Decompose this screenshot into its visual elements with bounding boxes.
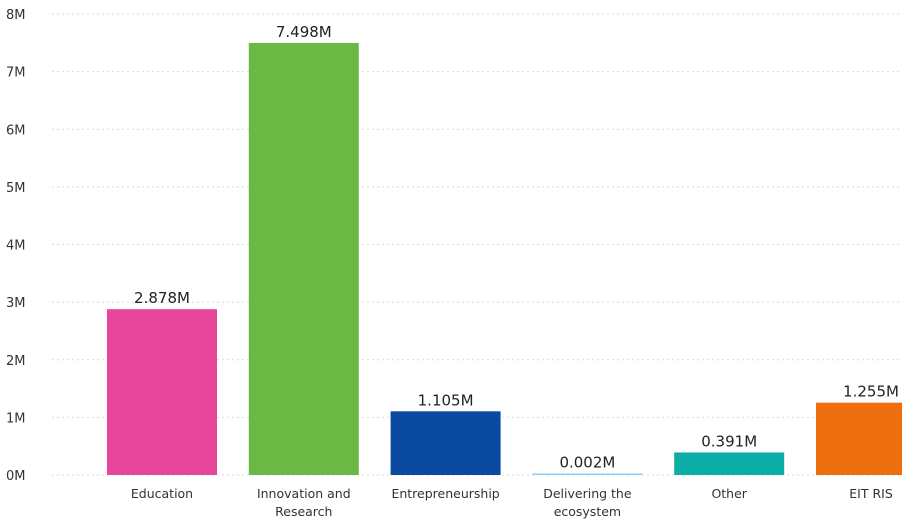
data-label: 0.002M [559,454,615,472]
y-axis-ticks: 0M 1M 2M 3M 4M 5M 6M 7M 8M [6,8,26,484]
bar [107,309,217,475]
category-label: Delivering the [543,486,632,501]
category-label: Education [131,486,193,501]
bar [249,43,359,475]
bar [816,403,902,475]
y-tick-label: 2M [6,354,26,369]
data-label: 1.105M [418,391,474,409]
bars [107,43,902,475]
category-label: Entrepreneurship [391,486,499,501]
category-label: ecosystem [554,504,621,519]
data-label: 2.878M [134,289,190,307]
y-tick-label: 4M [6,239,26,254]
category-label: Innovation and [257,486,351,501]
data-label: 1.255M [843,383,899,401]
y-tick-label: 0M [6,469,26,484]
y-tick-label: 1M [6,411,26,426]
y-tick-label: 7M [6,66,26,81]
y-tick-label: 8M [6,8,26,23]
data-labels: 2.878M 7.498M 1.105M 0.002M 0.391M 1.255M [134,23,899,472]
bar [391,411,501,475]
data-label: 7.498M [276,23,332,41]
bar [674,452,784,475]
x-axis-categories: Education Innovation and Research Entrepren… [131,486,893,519]
y-tick-label: 5M [6,181,26,196]
y-tick-label: 6M [6,123,26,138]
category-label: EIT RIS [849,486,893,501]
y-tick-label: 3M [6,296,26,311]
data-label: 0.391M [701,432,757,450]
bar [532,474,642,476]
category-label: Other [711,486,747,501]
category-label: Research [275,504,332,519]
